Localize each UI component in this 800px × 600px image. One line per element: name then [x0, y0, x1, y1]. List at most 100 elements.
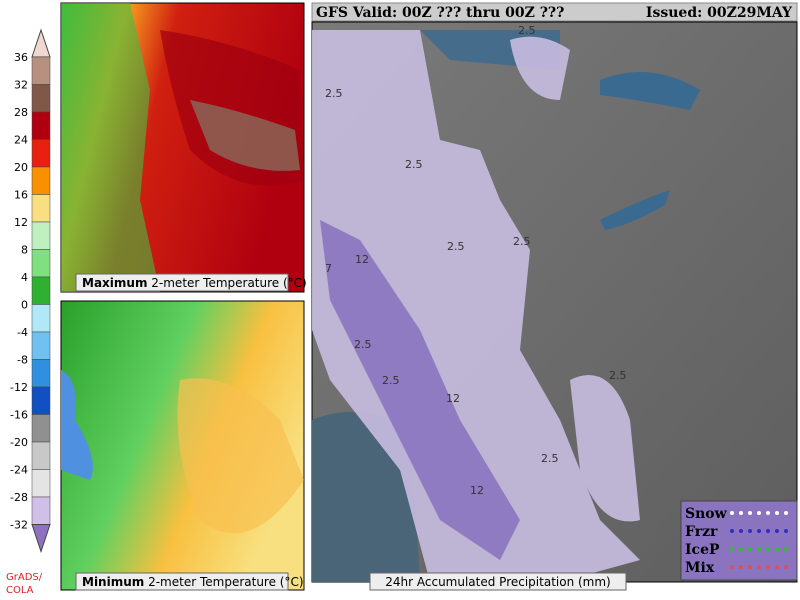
legend-dot — [766, 511, 770, 515]
colorbar-band — [31, 386, 51, 415]
colorbar-band — [31, 469, 51, 498]
contour-label: 2.5 — [405, 158, 423, 171]
colorbar-band — [31, 414, 51, 443]
legend-dot — [775, 511, 779, 515]
terrain — [177, 378, 304, 534]
legend-dot — [766, 529, 770, 533]
credit: GrADS/ — [6, 572, 43, 583]
legend-dot — [775, 529, 779, 533]
contour-labels: 2.5 2.5 2.5 2.5 2.5 2.5 2.5 2.5 2.5 7 12 12 12 — [325, 24, 627, 497]
contour-label: 12 — [470, 484, 484, 497]
colorbar-tick-label: -24 — [10, 464, 28, 477]
legend-dot — [757, 511, 761, 515]
colorbar-band — [31, 359, 51, 388]
legend-dot — [757, 547, 761, 551]
panel-label: Minimum 2-meter Temperature (°C) — [82, 575, 304, 589]
legend-dot — [730, 565, 734, 569]
legend-label: IceP — [685, 542, 720, 558]
colorbar-band — [31, 166, 51, 195]
contour-label: 2.5 — [518, 24, 536, 37]
colorbar-band — [31, 441, 51, 470]
contour-label: 7 — [325, 262, 332, 275]
colorbar-band — [31, 56, 51, 85]
contour-label: 12 — [446, 392, 460, 405]
legend-dot — [730, 547, 734, 551]
colorbar-tick-label: -12 — [10, 381, 28, 394]
legend-dot — [775, 565, 779, 569]
terrain — [190, 100, 300, 171]
colorbar-band — [31, 304, 51, 333]
colorbar-band — [31, 194, 51, 223]
colorbar-tick-label: -20 — [10, 436, 28, 449]
precip-heavy — [320, 220, 520, 560]
panel-label: Maximum 2-meter Temperature (°C) — [82, 276, 307, 290]
label-box — [75, 572, 289, 591]
header-title: GFS Valid: 00Z ??? thru 00Z ??? — [316, 5, 564, 21]
contour-label: 2.5 — [325, 87, 343, 100]
legend: Snow Frzr IceP Mix — [685, 506, 788, 576]
colorbar-band — [31, 249, 51, 278]
panel-label-bold: Maximum — [82, 276, 147, 290]
colorbar-tick-label: -32 — [10, 519, 28, 532]
colorbar-tick-label: -8 — [17, 354, 28, 367]
contour-label: 2.5 — [541, 452, 559, 465]
colorbar-tick-label: 4 — [21, 271, 28, 284]
legend-dot — [748, 565, 752, 569]
precip-area — [312, 30, 640, 582]
legend-dot — [784, 547, 788, 551]
panel-label-bold: Minimum — [82, 575, 144, 589]
colorbar-band — [31, 139, 51, 168]
contour-label: 12 — [355, 253, 369, 266]
legend-dot — [784, 565, 788, 569]
legend-label: Frzr — [685, 524, 718, 540]
lake — [600, 72, 700, 110]
contour-label: 2.5 — [609, 369, 627, 382]
legend-dot — [784, 529, 788, 533]
legend-dot — [757, 529, 761, 533]
terrain — [61, 3, 160, 292]
colorbar: 36 32 28 24 20 16 12 8 4 0 -4 -8 -12 -16 -20 -24 -28 -32 — [10, 28, 51, 554]
legend-dot — [739, 547, 743, 551]
colorbar-tick-label: 32 — [14, 79, 28, 92]
precip-area — [570, 375, 640, 522]
legend-dot — [766, 547, 770, 551]
colorbar-tick-label: 28 — [14, 106, 28, 119]
colorbar-tick-label: 36 — [14, 51, 28, 64]
legend-label: Snow — [685, 506, 728, 522]
colorbar-band — [31, 331, 51, 360]
panel-label-text: 2-meter Temperature (°C) — [148, 575, 303, 589]
legend-label: Mix — [685, 560, 715, 576]
panel-label: 24hr Accumulated Precipitation (mm) — [385, 575, 611, 589]
legend-dot — [775, 547, 779, 551]
contour-label: 2.5 — [513, 235, 531, 248]
colorbar-arrow — [31, 524, 51, 554]
legend-dot — [730, 529, 734, 533]
colorbar-band — [31, 496, 51, 525]
header-issued: Issued: 00Z29MAY — [646, 5, 793, 21]
colorbar-tick-label: -28 — [10, 491, 28, 504]
legend-dot — [748, 511, 752, 515]
contour-label: 2.5 — [354, 338, 372, 351]
contour-label: 2.5 — [447, 240, 465, 253]
colorbar-band — [31, 221, 51, 250]
credit: COLA — [6, 585, 34, 596]
lake — [600, 190, 670, 230]
colorbar-arrow — [31, 28, 51, 58]
legend-dot — [748, 547, 752, 551]
terrain — [61, 370, 93, 480]
colorbar-tick-label: 12 — [14, 216, 28, 229]
header-bar — [311, 2, 798, 22]
legend-dot — [748, 529, 752, 533]
legend-dot — [739, 511, 743, 515]
panel-label-text: 2-meter Temperature (°C) — [151, 276, 306, 290]
legend-dot — [739, 565, 743, 569]
colorbar-tick-label: -16 — [10, 409, 28, 422]
colorbar-band — [31, 111, 51, 140]
legend-dot — [784, 511, 788, 515]
colorbar-tick-label: 0 — [21, 299, 28, 312]
legend-dot — [730, 511, 734, 515]
contour-label: 2.5 — [382, 374, 400, 387]
legend-dot — [739, 529, 743, 533]
colorbar-tick-label: 24 — [14, 134, 28, 147]
